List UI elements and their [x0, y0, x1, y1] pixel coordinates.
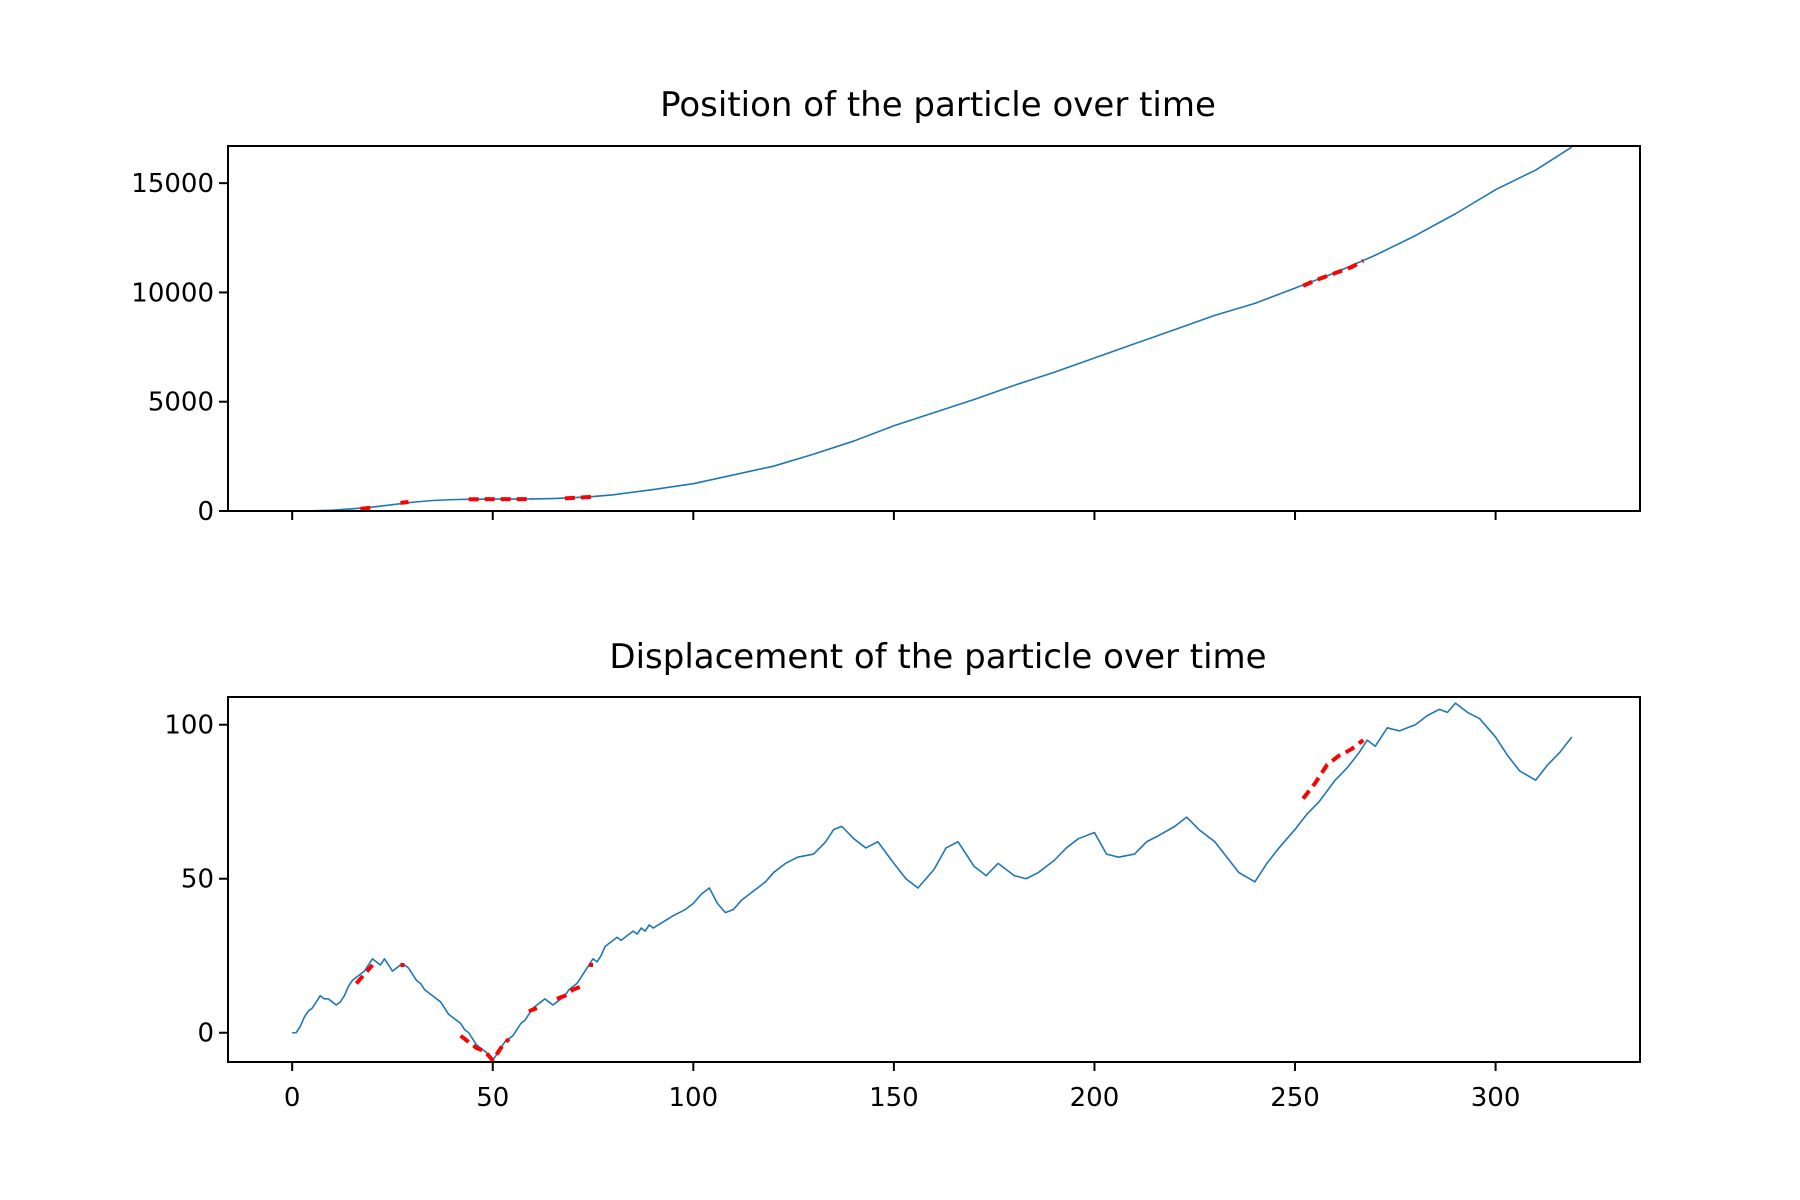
displacement-plot-area [292, 702, 1573, 1062]
displacement-highlight-segment [459, 1034, 511, 1062]
position-series-line [292, 146, 1573, 511]
position-subplot: Position of the particle over time 0 5000… [131, 85, 1641, 527]
displacement-x-tick-label: 250 [1270, 1083, 1320, 1113]
position-highlight-segment [1302, 258, 1365, 288]
displacement-x-tick-label: 100 [668, 1083, 718, 1113]
position-x-axis [291, 511, 1497, 520]
displacement-x-axis: 0 50 100 150 200 250 300 [284, 1062, 1521, 1113]
position-highlight-segment [400, 500, 409, 505]
position-highlight-segment [564, 494, 598, 501]
displacement-x-tick-label: 50 [476, 1083, 509, 1113]
displacement-x-tick-label: 300 [1471, 1083, 1521, 1113]
displacement-highlight-segment [1301, 738, 1365, 800]
displacement-highlight-segment [556, 984, 582, 1001]
displacement-y-tick-label: 50 [181, 865, 214, 895]
displacement-subplot: Displacement of the particle over time 0… [164, 637, 1641, 1113]
displacement-series-line [292, 702, 1573, 1062]
position-y-tick-label: 15000 [131, 169, 214, 199]
displacement-chart-title: Displacement of the particle over time [609, 637, 1266, 677]
position-highlight-segment [360, 505, 377, 511]
displacement-y-tick-label: 100 [164, 711, 214, 741]
displacement-x-tick-label: 0 [284, 1083, 301, 1113]
displacement-x-tick-label: 200 [1070, 1083, 1120, 1113]
displacement-y-tick-label: 0 [197, 1019, 214, 1049]
position-y-tick-label: 5000 [148, 388, 214, 418]
position-y-tick-label: 10000 [131, 278, 214, 308]
displacement-highlight-segment [354, 963, 374, 985]
position-y-axis: 0 5000 10000 15000 [131, 169, 228, 527]
position-axes-frame [227, 145, 1641, 512]
displacement-x-tick-label: 150 [869, 1083, 919, 1113]
displacement-axes-frame [227, 696, 1641, 1063]
displacement-y-axis: 0 50 100 [164, 711, 228, 1049]
displacement-highlight-segment [528, 1006, 538, 1014]
position-plot-area [292, 146, 1573, 511]
position-chart-title: Position of the particle over time [660, 85, 1216, 125]
position-y-tick-label: 0 [197, 497, 214, 527]
